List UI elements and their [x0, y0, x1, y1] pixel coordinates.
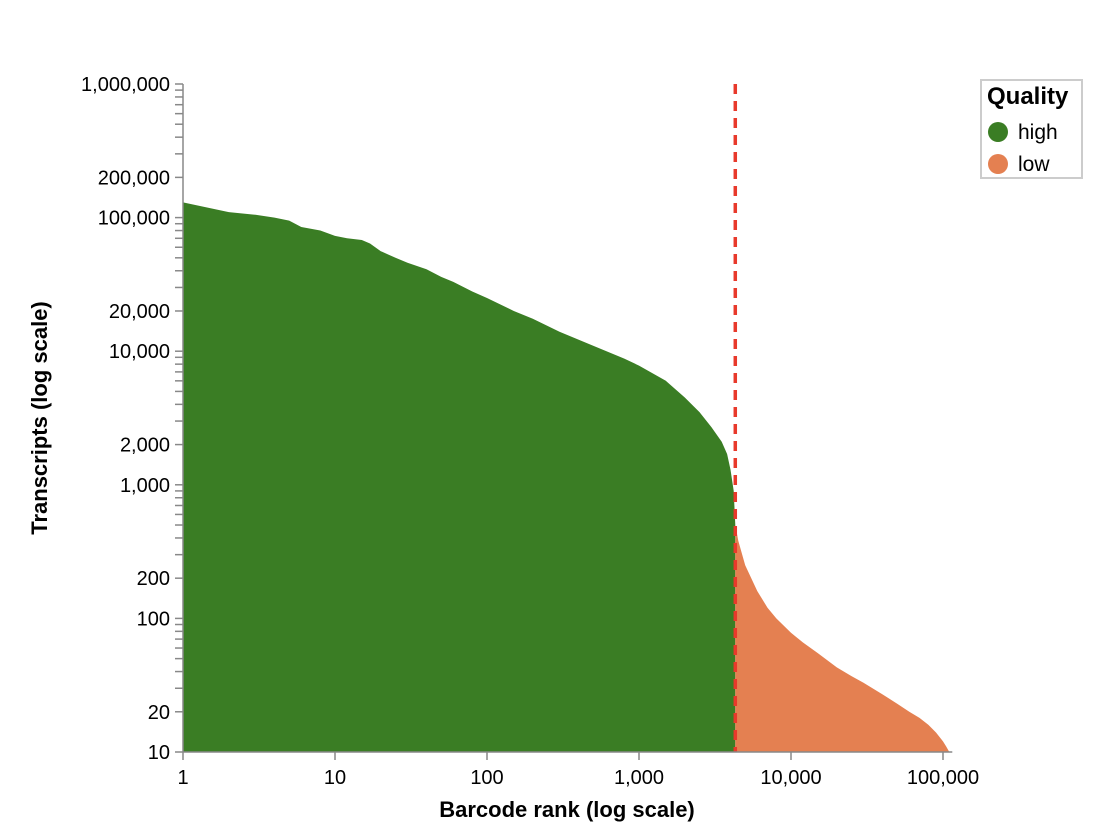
y-tick-label: 100 [137, 608, 170, 630]
y-tick-label: 20 [148, 702, 170, 724]
x-tick-label: 10 [324, 767, 346, 789]
y-tick-label: 200,000 [98, 167, 170, 189]
legend: Quality high low [980, 79, 1083, 179]
x-axis: 1 10 100 1,000 10,000 100,000 [177, 751, 979, 789]
y-axis-title: Transcripts (log scale) [27, 301, 52, 535]
y-axis: 10 20 100 200 1,000 2,000 10,000 20,000 100,000 2… [81, 74, 184, 764]
y-tick-label: 200 [137, 568, 170, 590]
x-tick-label: 100,000 [907, 767, 979, 789]
legend-label-high: high [1018, 121, 1058, 144]
legend-entries: high low [988, 121, 1058, 176]
area-high [183, 202, 736, 752]
y-tick-label: 10 [148, 742, 170, 764]
y-tick-label: 1,000,000 [81, 74, 170, 96]
y-tick-label: 20,000 [109, 301, 170, 323]
legend-swatch-low [988, 154, 1008, 174]
plot-area [183, 84, 950, 752]
x-tick-label: 1,000 [614, 767, 664, 789]
legend-title: Quality [987, 83, 1069, 110]
x-tick-label: 100 [470, 767, 503, 789]
y-tick-label: 100,000 [98, 208, 170, 230]
area-low [735, 525, 950, 752]
x-axis-title: Barcode rank (log scale) [439, 797, 695, 822]
y-tick-label: 1,000 [120, 475, 170, 497]
y-tick-label: 2,000 [120, 435, 170, 457]
legend-swatch-high [988, 122, 1008, 142]
x-tick-label: 1 [177, 767, 188, 789]
y-tick-label: 10,000 [109, 341, 170, 363]
x-tick-label: 10,000 [760, 767, 821, 789]
legend-label-low: low [1018, 153, 1050, 176]
